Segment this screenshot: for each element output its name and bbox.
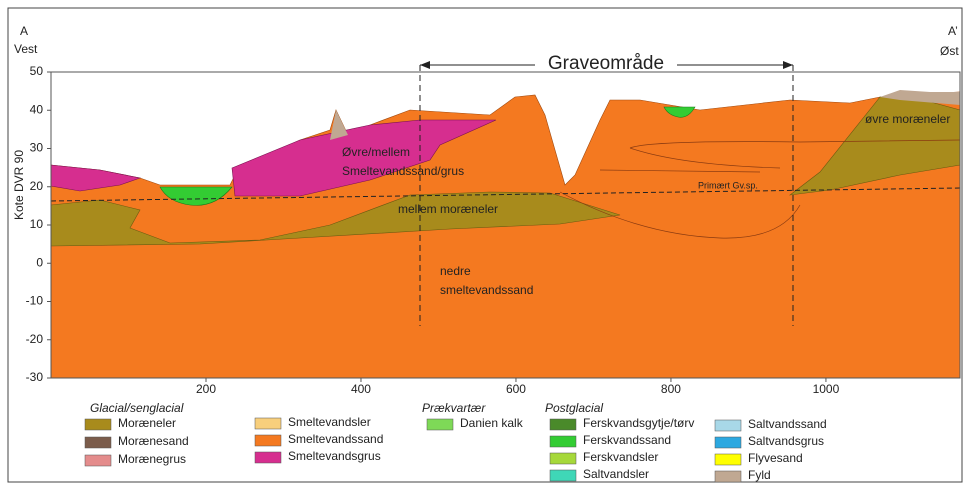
legend-header: Prækvartær <box>422 401 486 415</box>
legend-label: Danien kalk <box>460 416 524 430</box>
arrow-head <box>783 61 793 69</box>
y-tick-label: 40 <box>30 102 44 116</box>
legend-label: Morænegrus <box>118 452 186 466</box>
arrow-head <box>420 61 430 69</box>
page: {"section": { "point_a": "A", "point_a_s… <box>0 0 969 488</box>
legend-label: Smeltevandsler <box>288 415 371 429</box>
point-b-side: Øst <box>940 44 959 58</box>
legend-swatch <box>550 453 576 464</box>
layers <box>51 61 960 378</box>
cross-section: Graveområde A Vest A’ Øst Kote DVR 90 50… <box>0 0 969 488</box>
x-tick-label: 400 <box>351 382 371 396</box>
legend-label: Moræneler <box>118 416 176 430</box>
legend-label: Ferskvandssand <box>583 433 671 447</box>
legend-swatch <box>715 454 741 465</box>
legend-label: Smeltevandssand <box>288 432 383 446</box>
legend-swatch <box>550 419 576 430</box>
y-tick-label: -30 <box>26 370 44 384</box>
legend-swatch <box>255 418 281 429</box>
layer-label: Smeltevandssand/grus <box>342 164 464 178</box>
legend-label: Saltvandsler <box>583 467 649 481</box>
legend-swatch <box>255 435 281 446</box>
legend-swatch <box>715 420 741 431</box>
legend-label: Ferskvandsgytje/tørv <box>583 416 694 430</box>
legend-swatch <box>427 419 453 430</box>
point-a-side: Vest <box>14 42 38 56</box>
y-tick-label: 30 <box>30 141 44 155</box>
layer-label: mellem moræneler <box>398 202 498 216</box>
legend-swatch <box>255 452 281 463</box>
legend-label: Smeltevandsgrus <box>288 449 381 463</box>
y-tick-label: -20 <box>26 332 44 346</box>
legend-label: Saltvandsgrus <box>748 434 824 448</box>
legend-swatch <box>85 437 111 448</box>
y-tick-label: 0 <box>36 255 43 269</box>
y-tick-label: 50 <box>30 64 44 78</box>
legend-swatch <box>715 471 741 482</box>
legend-swatch <box>550 436 576 447</box>
y-tick-label: 10 <box>30 217 44 231</box>
excavation-label: Graveområde <box>548 53 664 74</box>
legend-header: Glacial/senglacial <box>90 401 184 415</box>
x-tick-label: 1000 <box>813 382 840 396</box>
legend-label: Ferskvandsler <box>583 450 658 464</box>
legend-header: Postglacial <box>545 401 603 415</box>
legend-swatch <box>85 419 111 430</box>
y-tick-label: 20 <box>30 179 44 193</box>
smeltevandssand-layer <box>51 92 960 378</box>
legend-swatch <box>85 455 111 466</box>
layer-label: øvre moræneler <box>865 112 950 126</box>
y-tick-label: -10 <box>26 294 44 308</box>
legend-label: Flyvesand <box>748 451 803 465</box>
legend-label: Saltvandssand <box>748 417 827 431</box>
legend-swatch <box>550 470 576 481</box>
layer-label: nedre <box>440 264 471 278</box>
legend-swatch <box>715 437 741 448</box>
layer-label: smeltevandssand <box>440 283 533 297</box>
x-tick-label: 800 <box>661 382 681 396</box>
point-a: A <box>20 24 28 38</box>
x-tick-label: 200 <box>196 382 216 396</box>
legend-label: Morænesand <box>118 434 189 448</box>
y-axis-label: Kote DVR 90 <box>12 150 26 220</box>
layer-label: Primært Gv.sp. <box>698 180 758 190</box>
point-b: A’ <box>948 24 958 38</box>
layer-label: Øvre/mellem <box>342 145 410 159</box>
legend-label: Fyld <box>748 468 771 482</box>
x-tick-label: 600 <box>506 382 526 396</box>
